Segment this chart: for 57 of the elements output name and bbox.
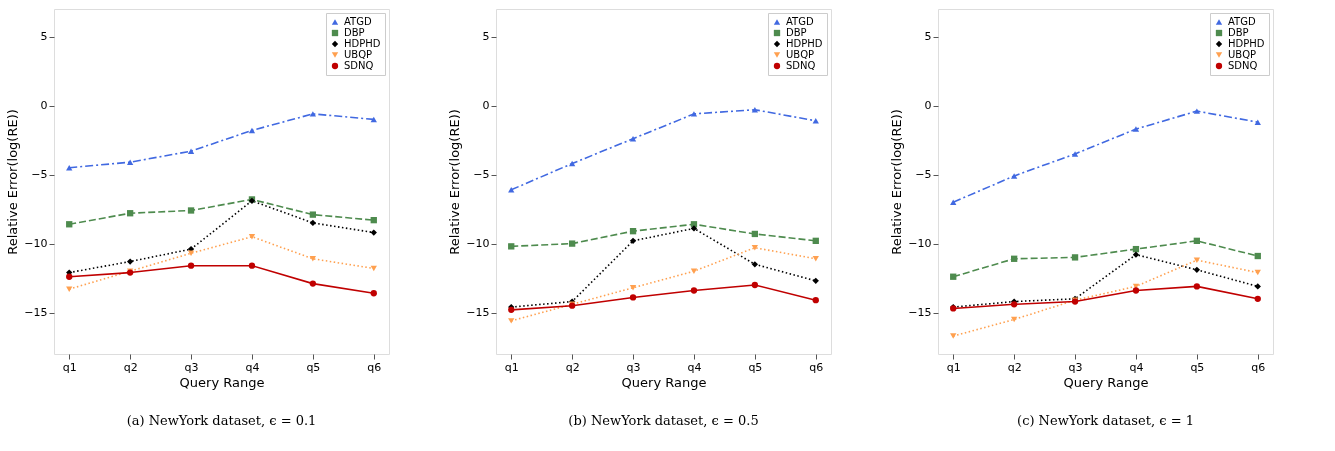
legend-label: UBQP: [344, 49, 373, 60]
legend-label: SDNQ: [1228, 60, 1258, 71]
y-tick-label: 5: [40, 30, 48, 44]
y-tick-label: −5: [915, 168, 932, 182]
y-tick-label: 0: [482, 99, 490, 113]
x-tick-label: q2: [1007, 360, 1022, 374]
x-tick-label: q4: [1129, 360, 1144, 374]
x-tick-label: q2: [123, 360, 138, 374]
y-tick-label: −10: [466, 237, 490, 251]
y-tick-label: 5: [924, 30, 932, 44]
legend-label: UBQP: [786, 49, 815, 60]
legend-label: DBP: [344, 27, 365, 38]
legend-label: ATGD: [1228, 16, 1256, 27]
x-tick-label: q2: [565, 360, 580, 374]
text: (b) NewYork dataset, ϵ = 0.5: [568, 413, 759, 428]
y-axis-title: Relative Error(log(RE)): [5, 109, 21, 255]
legend-label: ATGD: [786, 16, 814, 27]
x-tick-label: q6: [809, 360, 824, 374]
legend-label: SDNQ: [344, 60, 374, 71]
y-tick-label: −15: [24, 306, 48, 320]
y-tick-label: −15: [466, 306, 490, 320]
y-tick-label: −10: [24, 237, 48, 251]
y-tick-label: −5: [31, 168, 48, 182]
legend-label: HDPHD: [344, 38, 381, 49]
legend-label: DBP: [1228, 27, 1249, 38]
y-tick-label: 0: [924, 99, 932, 113]
legend-label: HDPHD: [786, 38, 823, 49]
y-tick-label: 0: [40, 99, 48, 113]
legend-label: HDPHD: [1228, 38, 1265, 49]
legend-label: UBQP: [1228, 49, 1257, 60]
legend-label: SDNQ: [786, 60, 816, 71]
text: (a) NewYork dataset, ϵ = 0.1: [126, 413, 317, 428]
y-tick-label: −15: [908, 306, 932, 320]
x-axis-title: Query Range: [179, 374, 265, 390]
x-tick-label: q3: [626, 360, 641, 374]
x-tick-label: q5: [748, 360, 763, 374]
x-tick-label: q1: [62, 360, 77, 374]
y-tick-label: −10: [908, 237, 932, 251]
text: (c) NewYork dataset, ϵ = 1: [1017, 413, 1194, 428]
y-axis-title: Relative Error(log(RE)): [447, 109, 463, 255]
x-tick-label: q6: [1251, 360, 1266, 374]
x-axis-title: Query Range: [621, 374, 707, 390]
y-tick-label: −5: [473, 168, 490, 182]
y-axis-title: Relative Error(log(RE)): [889, 109, 905, 255]
x-tick-label: q4: [687, 360, 702, 374]
x-tick-label: q6: [367, 360, 382, 374]
legend-label: ATGD: [344, 16, 372, 27]
legend-label: DBP: [786, 27, 807, 38]
x-tick-label: q3: [1068, 360, 1083, 374]
x-axis-title: Query Range: [1063, 374, 1149, 390]
x-tick-label: q1: [504, 360, 519, 374]
x-tick-label: q1: [946, 360, 961, 374]
x-tick-label: q4: [245, 360, 260, 374]
y-tick-label: 5: [482, 30, 490, 44]
x-tick-label: q5: [306, 360, 321, 374]
x-tick-label: q5: [1190, 360, 1205, 374]
x-tick-label: q3: [184, 360, 199, 374]
